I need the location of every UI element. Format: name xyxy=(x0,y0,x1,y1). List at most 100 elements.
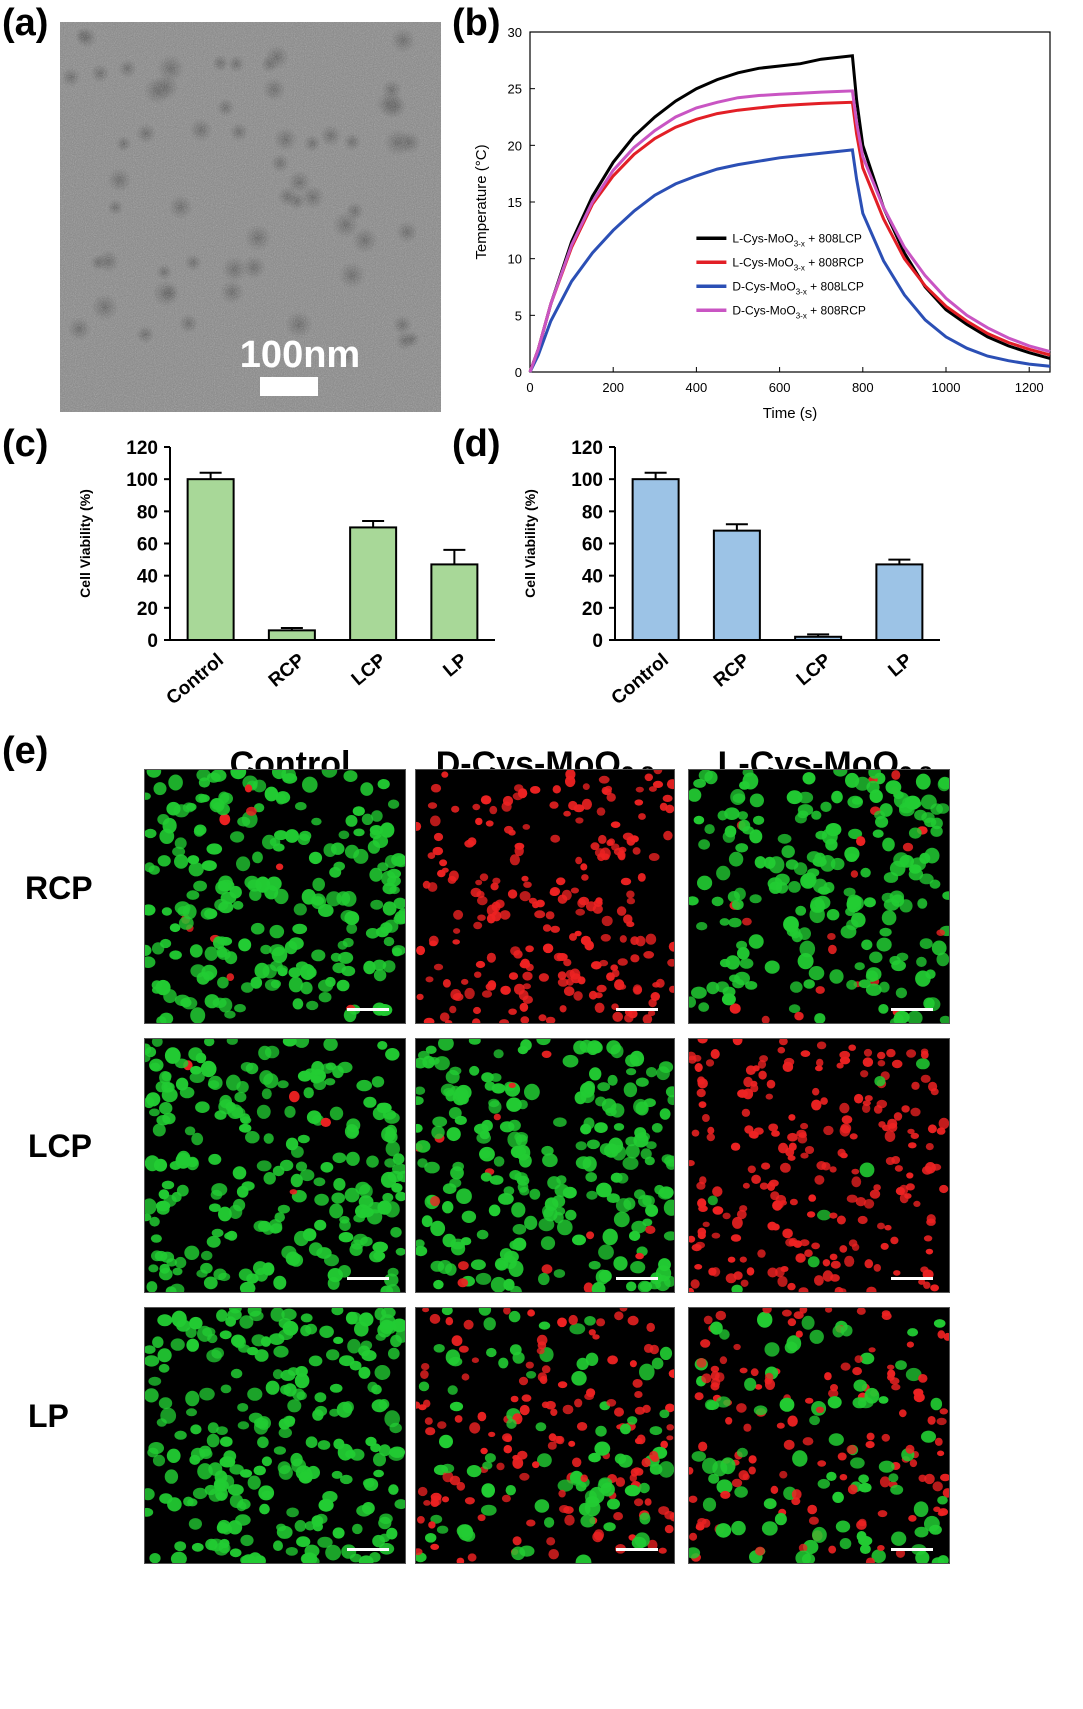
live-cell xyxy=(868,770,881,779)
dead-cell xyxy=(430,783,442,793)
live-cell xyxy=(859,1352,875,1365)
dead-cell xyxy=(501,1494,511,1503)
dead-cell xyxy=(416,1401,421,1409)
live-cell xyxy=(812,878,828,893)
dead-cell xyxy=(454,1415,463,1423)
live-cell xyxy=(241,1554,257,1563)
live-cell xyxy=(336,979,350,992)
dead-cell xyxy=(630,954,640,963)
live-cell xyxy=(162,1112,176,1125)
dead-cell xyxy=(776,1422,785,1429)
y-axis-label: Temperature (°C) xyxy=(473,144,490,259)
live-cell xyxy=(300,964,316,980)
live-cell xyxy=(830,857,845,871)
micrograph-canvas xyxy=(145,1308,405,1563)
dead-cell xyxy=(733,1343,741,1351)
live-cell xyxy=(843,887,856,897)
live-cell xyxy=(541,1145,554,1156)
dead-cell xyxy=(887,1118,898,1129)
live-cell xyxy=(476,1132,491,1144)
live-cell xyxy=(191,1542,204,1552)
micrograph-canvas xyxy=(689,1308,949,1563)
dead-cell xyxy=(933,1506,941,1513)
dead-cell xyxy=(501,801,512,812)
live-cell xyxy=(278,1465,293,1480)
live-cell xyxy=(800,873,816,889)
dead-cell xyxy=(508,829,516,836)
live-cell xyxy=(582,1156,597,1172)
live-cell xyxy=(786,790,803,805)
live-cell xyxy=(913,1501,929,1517)
live-cell xyxy=(733,887,746,901)
dead-cell xyxy=(423,1500,431,1506)
live-cell xyxy=(338,951,354,964)
dead-cell xyxy=(666,779,674,790)
dead-cell xyxy=(902,842,914,852)
dead-cell xyxy=(630,936,639,945)
live-cell xyxy=(447,1385,458,1395)
live-cell xyxy=(728,917,742,928)
x-tick-label: 1200 xyxy=(1015,380,1044,395)
live-cell xyxy=(517,1099,528,1110)
live-cell xyxy=(216,1522,229,1534)
dead-cell xyxy=(736,1209,747,1220)
category-label: LCP xyxy=(348,650,391,691)
live-cell xyxy=(814,895,831,910)
dead-cell xyxy=(514,983,525,995)
dead-cell xyxy=(433,832,444,842)
live-cell xyxy=(272,1165,285,1177)
dead-cell xyxy=(471,1357,479,1363)
live-cell xyxy=(809,1415,820,1426)
live-cell xyxy=(828,1433,844,1446)
dead-cell xyxy=(643,951,655,959)
live-cell xyxy=(786,925,798,937)
live-cell xyxy=(863,897,876,908)
bar-control xyxy=(631,478,680,641)
dead-cell xyxy=(564,1514,575,1526)
dead-cell xyxy=(814,1175,825,1185)
live-cell xyxy=(211,1183,228,1197)
live-cell xyxy=(569,1323,586,1335)
dead-cell xyxy=(811,1099,822,1111)
live-cell xyxy=(208,1153,222,1165)
dead-cell xyxy=(594,1002,605,1013)
live-cell xyxy=(556,1175,567,1185)
live-cell xyxy=(395,1247,405,1256)
dead-cell xyxy=(523,881,532,888)
live-cell xyxy=(184,1245,200,1260)
dead-cell xyxy=(905,1183,915,1191)
live-cell xyxy=(159,1071,172,1085)
dead-cell xyxy=(691,1244,702,1252)
live-cell xyxy=(693,815,705,825)
live-cell xyxy=(145,1507,154,1517)
live-cell xyxy=(263,1172,276,1185)
dead-cell xyxy=(768,1123,779,1132)
live-cell xyxy=(803,979,815,989)
dead-cell xyxy=(906,1341,914,1348)
dead-cell xyxy=(927,1124,937,1134)
live-cell xyxy=(326,1349,340,1361)
live-cell xyxy=(174,1430,187,1440)
dead-cell xyxy=(808,1194,817,1202)
live-cell xyxy=(937,1555,949,1563)
live-cell xyxy=(282,1039,297,1047)
live-cell xyxy=(298,1471,313,1484)
live-cell xyxy=(269,944,285,957)
dead-cell xyxy=(525,963,534,972)
live-cell xyxy=(476,1229,489,1240)
live-cell xyxy=(930,817,943,830)
dead-cell xyxy=(508,1082,516,1088)
dead-cell xyxy=(815,986,825,994)
dead-cell xyxy=(430,1543,440,1550)
live-cell xyxy=(297,1134,310,1144)
dead-cell xyxy=(577,898,586,908)
dead-cell xyxy=(453,928,461,934)
live-cell xyxy=(161,907,172,916)
dead-cell xyxy=(762,1308,772,1314)
live-cell xyxy=(320,1162,334,1173)
live-cell xyxy=(234,1004,246,1013)
live-cell xyxy=(232,1166,247,1180)
scale-bar xyxy=(616,1008,658,1011)
dead-cell xyxy=(493,1113,501,1121)
x-tick-label: 0 xyxy=(526,380,533,395)
